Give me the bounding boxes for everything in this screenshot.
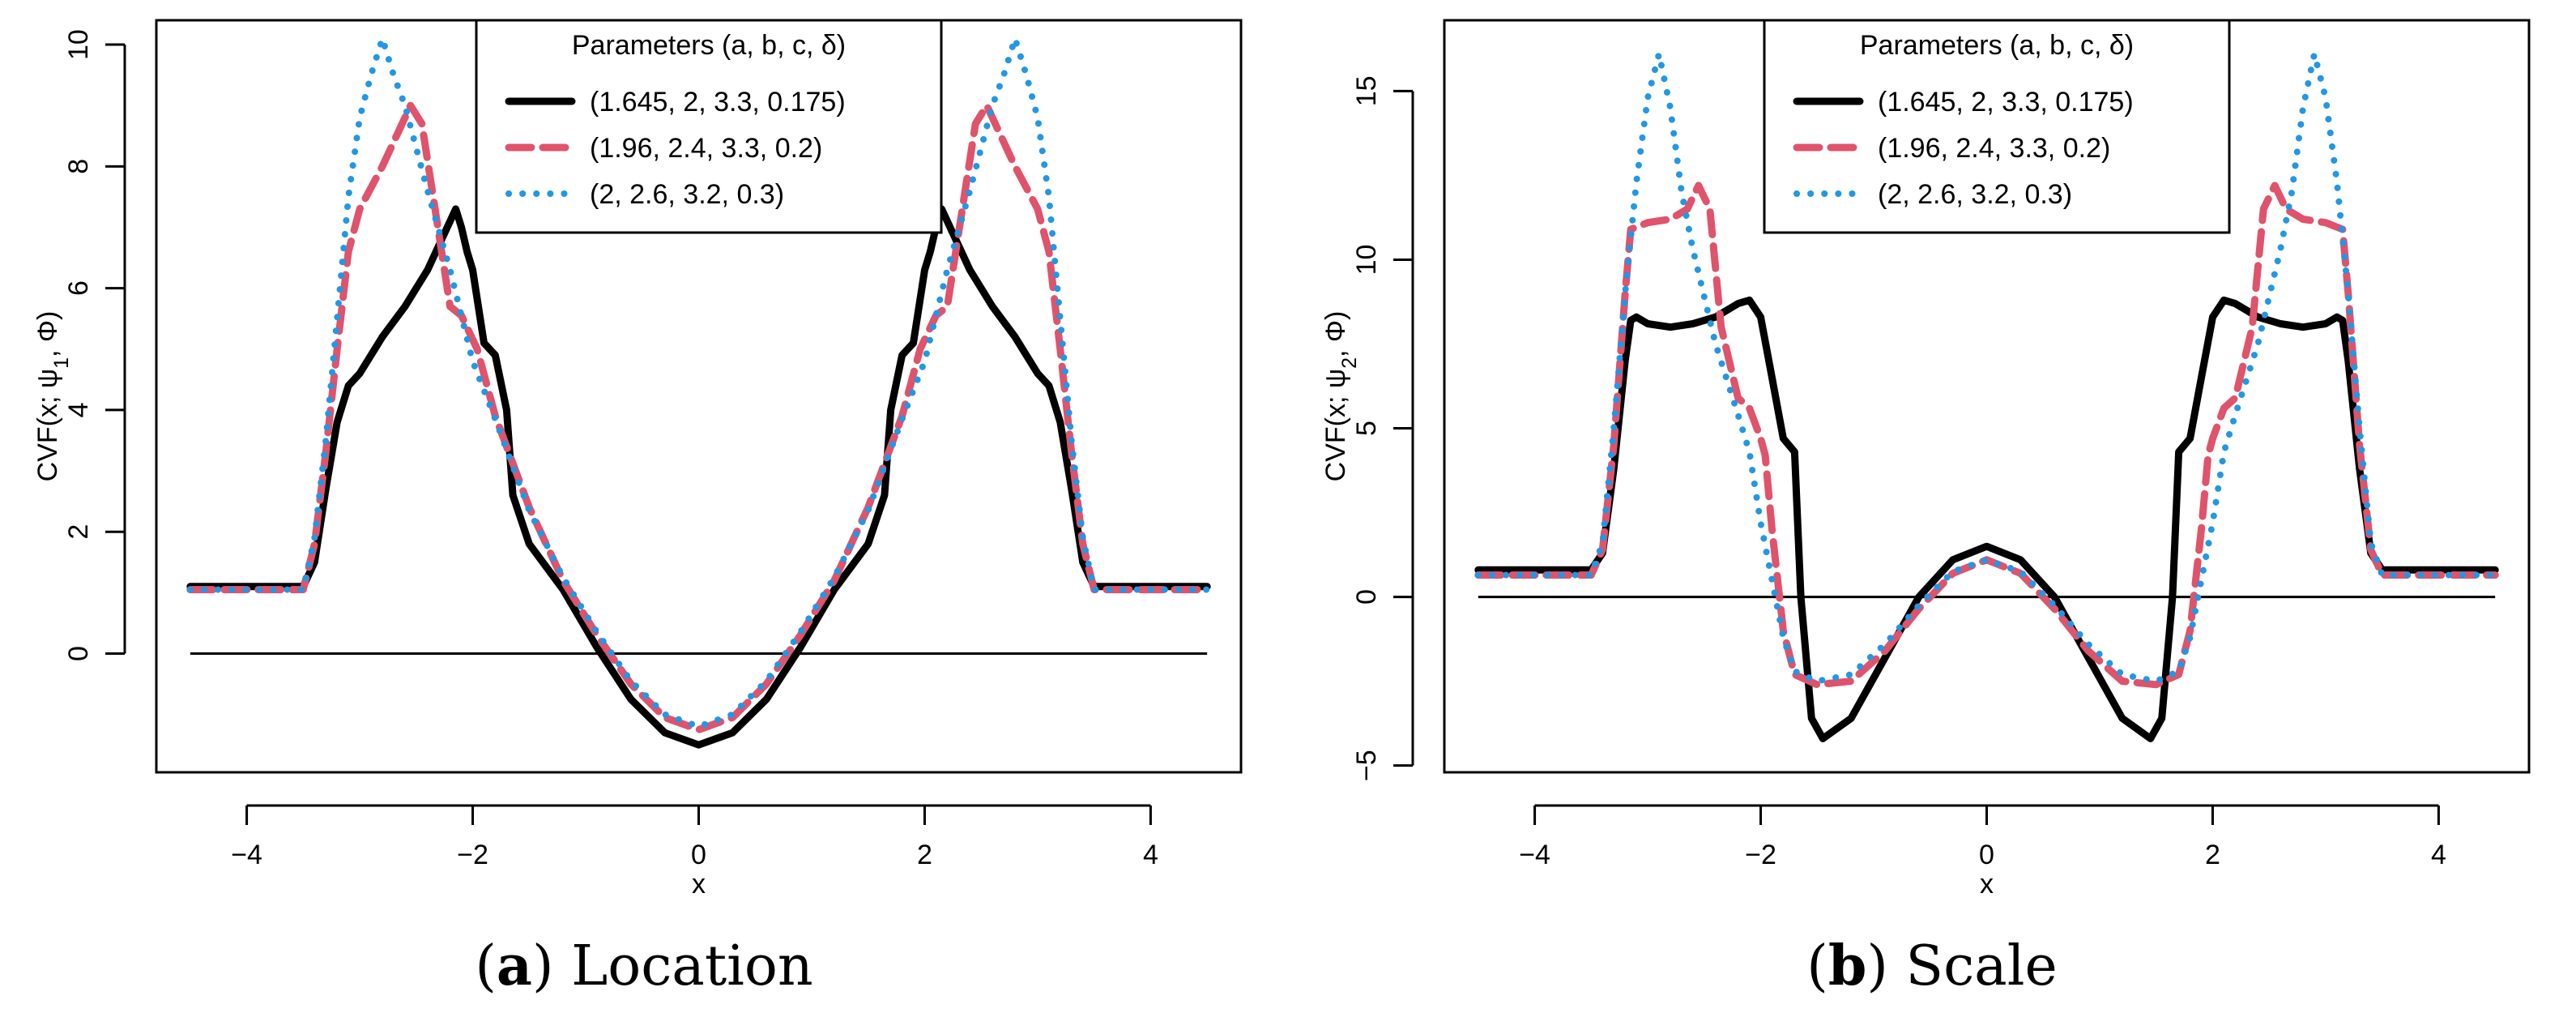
chart-scale: −4 −2 0 2 4 x −5 0 5 10 15 CVF(x; ψ2, Φ) Parameters …	[1320, 19, 2531, 900]
y-tick-label: 10	[1351, 245, 1382, 276]
y-tick-label: 8	[63, 159, 94, 174]
legend-entry-3: (2, 2.6, 3.2, 0.3)	[590, 179, 784, 210]
y-axis-label: CVF(x; ψ2, Φ)	[1320, 311, 1361, 482]
legend-title: Parameters (a, b, c, δ)	[1860, 30, 2134, 61]
caption-text: Location	[571, 934, 813, 998]
y-tick-label: 0	[1351, 589, 1382, 605]
series-line-2	[186, 101, 1211, 733]
caption-letter: b	[1828, 934, 1867, 998]
legend-box	[475, 19, 943, 234]
x-tick-label: 4	[1143, 840, 1158, 870]
x-tick-label: 2	[2205, 840, 2220, 870]
legend-title: Parameters (a, b, c, δ)	[572, 30, 846, 61]
x-tick-label: −4	[231, 840, 262, 870]
caption-letter: a	[496, 934, 532, 998]
series-line-1	[1474, 296, 2499, 742]
series-line-1	[186, 205, 1211, 749]
x-axis-label: x	[692, 869, 706, 900]
y-tick-label: 4	[63, 402, 94, 417]
x-tick-label: 0	[691, 840, 706, 870]
caption-text: Scale	[1905, 934, 2058, 998]
y-tick-label: 15	[1351, 75, 1382, 106]
legend-entry-1: (1.645, 2, 3.3, 0.175)	[1878, 87, 2134, 118]
caption-scale: (b) Scale	[1806, 934, 2058, 998]
x-tick-label: −2	[457, 840, 488, 870]
x-tick-label: −4	[1519, 840, 1550, 870]
legend-box	[1763, 19, 2231, 234]
y-tick-label: 10	[63, 29, 94, 60]
y-tick-label: 6	[63, 280, 94, 296]
panel-location: −4 −2 0 2 4 x 0 2 4 6 8 10 CVF(x; ψ1, Φ) Parameters (…	[32, 19, 1243, 998]
x-tick-label: −2	[1745, 840, 1776, 870]
legend-entry-1: (1.645, 2, 3.3, 0.175)	[590, 87, 846, 118]
x-tick-label: 2	[917, 840, 932, 870]
legend-entry-3: (2, 2.6, 3.2, 0.3)	[1878, 179, 2072, 210]
x-tick-label: 4	[2431, 840, 2446, 870]
x-axis-label: x	[1980, 869, 1994, 900]
y-tick-label: −5	[1351, 750, 1382, 781]
legend-entry-2: (1.96, 2.4, 3.3, 0.2)	[1878, 133, 2110, 164]
caption-location: (a) Location	[475, 934, 813, 998]
y-tick-label: 2	[63, 524, 94, 540]
y-axis-label: CVF(x; ψ1, Φ)	[32, 311, 73, 482]
legend-entry-2: (1.96, 2.4, 3.3, 0.2)	[590, 133, 822, 164]
series-line-3	[1474, 50, 2499, 685]
y-tick-label: 5	[1351, 421, 1382, 436]
y-tick-label: 0	[63, 646, 94, 661]
x-tick-label: 0	[1979, 840, 1994, 870]
panel-scale: −4 −2 0 2 4 x −5 0 5 10 15 CVF(x; ψ2, Φ) Parameters …	[1288, 0, 2576, 1030]
